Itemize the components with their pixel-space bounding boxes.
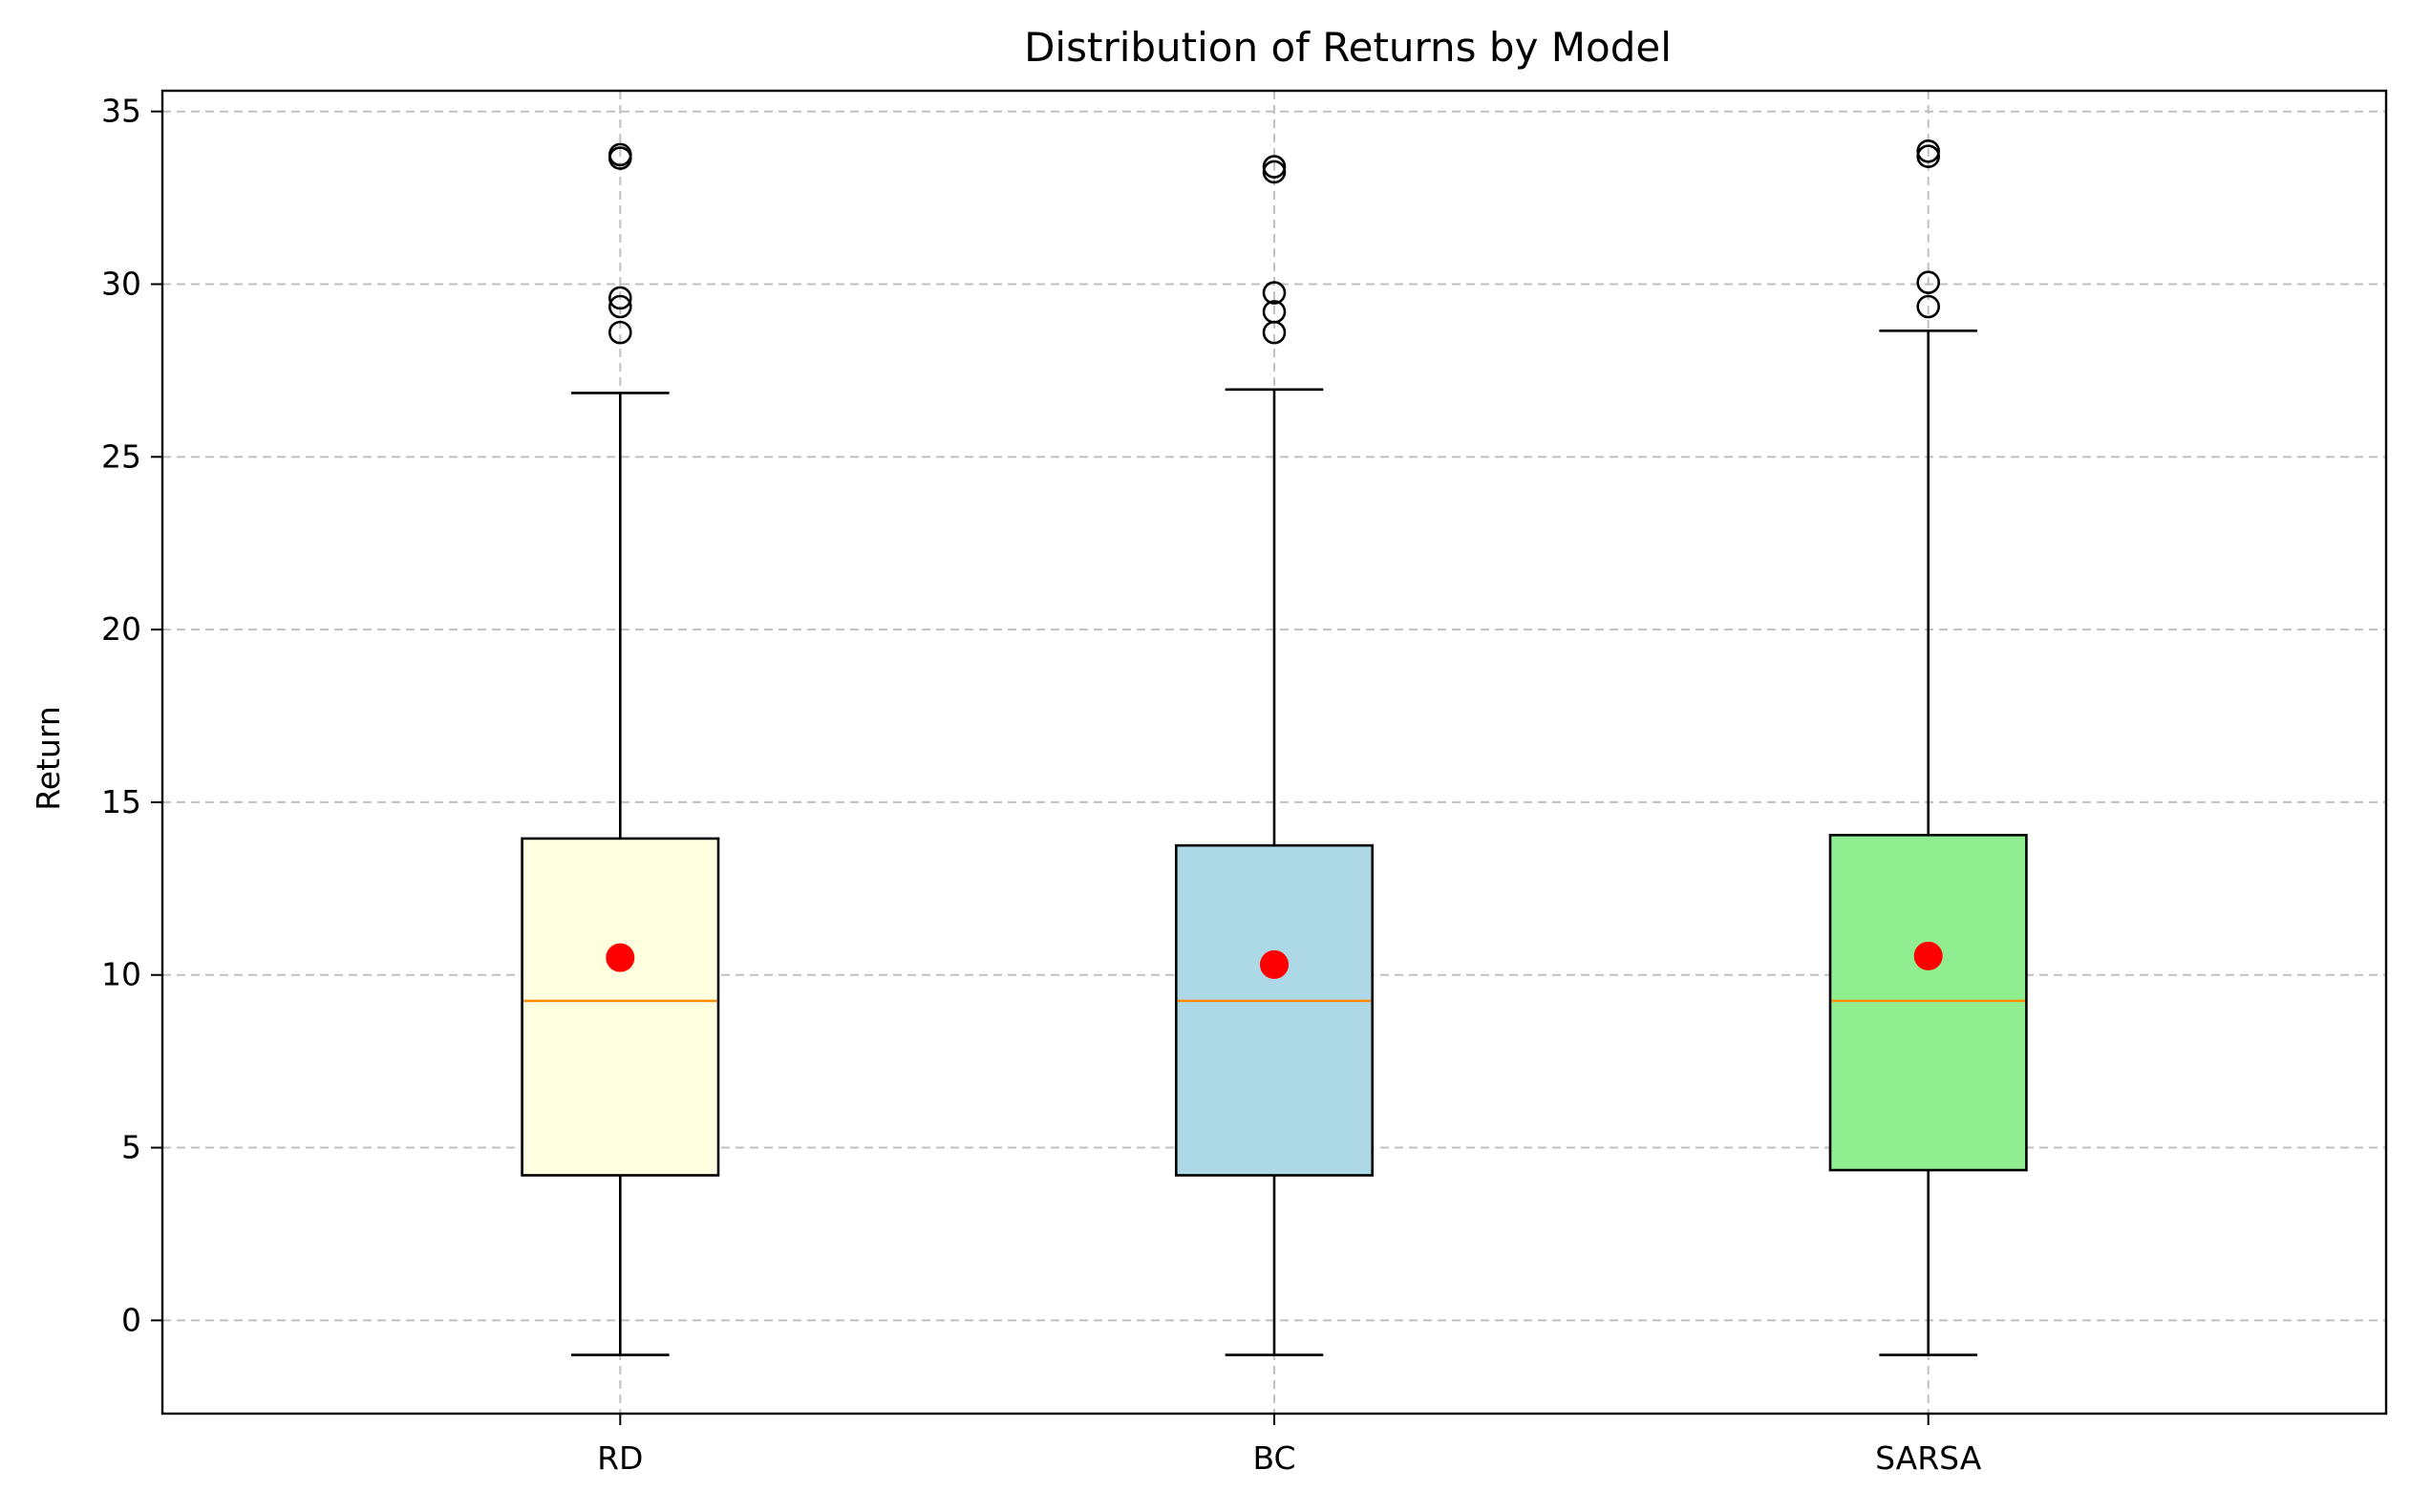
mean-marker — [1913, 941, 1943, 970]
outlier-point — [608, 142, 632, 167]
mean-marker — [1260, 949, 1289, 979]
box-group-bc — [1174, 155, 1375, 1356]
y-tick-label: 20 — [101, 610, 141, 648]
x-tick-label: RD — [597, 1439, 643, 1477]
outlier-point — [608, 294, 632, 319]
box-layer — [521, 138, 2028, 1356]
plot-frame — [160, 89, 2388, 1416]
x-tick-label: SARSA — [1875, 1439, 1982, 1477]
y-tick-label: 30 — [101, 266, 141, 303]
mean-marker — [606, 943, 635, 972]
iqr-box — [1828, 833, 2028, 1172]
outlier-point — [1916, 294, 1941, 319]
y-tick-label: 5 — [121, 1129, 141, 1166]
iqr-box — [1174, 843, 1375, 1177]
axis-layer: 0 5 10 15 20 25 30 35 RD BC SARSA — [101, 93, 1982, 1477]
y-axis-label: Return — [30, 706, 67, 811]
outlier-point — [608, 320, 632, 345]
y-tick-label: 0 — [121, 1301, 141, 1338]
box-group-rd — [521, 142, 720, 1356]
iqr-box — [521, 837, 720, 1177]
chart-title: Distribution of Returns by Model — [1024, 24, 1672, 71]
outlier-point — [608, 286, 632, 310]
x-tick-label: BC — [1252, 1439, 1295, 1477]
outlier-point — [1262, 155, 1287, 179]
y-tick-label: 35 — [101, 93, 141, 130]
outlier-point — [1916, 138, 1941, 163]
outlier-point — [1262, 281, 1287, 305]
box-group-sarsa — [1828, 138, 2028, 1356]
y-tick-label: 25 — [101, 437, 141, 475]
outlier-point — [1262, 300, 1287, 324]
y-tick-label: 10 — [101, 956, 141, 993]
outlier-point — [1916, 270, 1941, 294]
y-tick-label: 15 — [101, 783, 141, 820]
